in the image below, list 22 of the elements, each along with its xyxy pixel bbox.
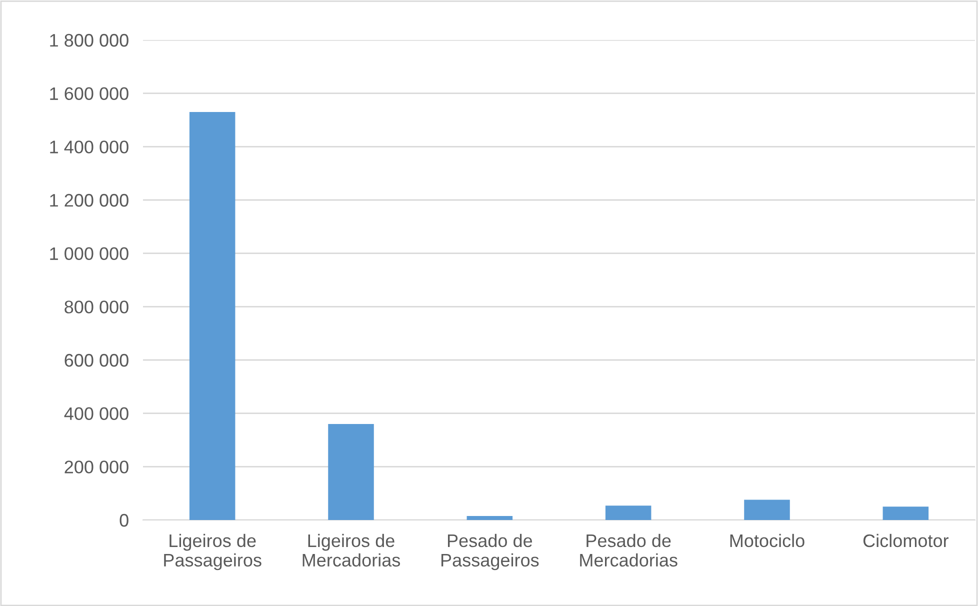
y-tick-label: 0: [120, 514, 128, 527]
y-tick-label: 600 000: [64, 354, 128, 367]
y-tick-label: 800 000: [64, 300, 128, 314]
x-tick-label: Pesado de Mercadorias: [580, 534, 678, 567]
y-tick-label: 1 200 000: [50, 194, 128, 207]
x-tick-label: Motociclo: [730, 534, 804, 548]
x-tick-label: Ligeiros de Mercadorias: [302, 534, 400, 567]
y-tick-label: 1 600 000: [50, 87, 128, 100]
x-tick-label: Ligeiros de Passageiros: [164, 534, 262, 570]
bar: [744, 500, 790, 520]
bar: [328, 424, 374, 520]
y-tick-label: 1 000 000: [50, 247, 128, 260]
y-tick-label: 1 400 000: [50, 140, 128, 154]
bar: [466, 516, 513, 520]
y-tick-label: 400 000: [64, 407, 128, 420]
x-tick-label: Pesado de Passageiros: [441, 534, 539, 570]
bar: [882, 506, 929, 520]
bar: [189, 112, 236, 520]
y-tick-label: 1 800 000: [50, 34, 128, 47]
bar: [605, 506, 652, 520]
x-tick-label: Ciclomotor: [863, 534, 949, 548]
y-tick-label: 200 000: [64, 460, 128, 474]
